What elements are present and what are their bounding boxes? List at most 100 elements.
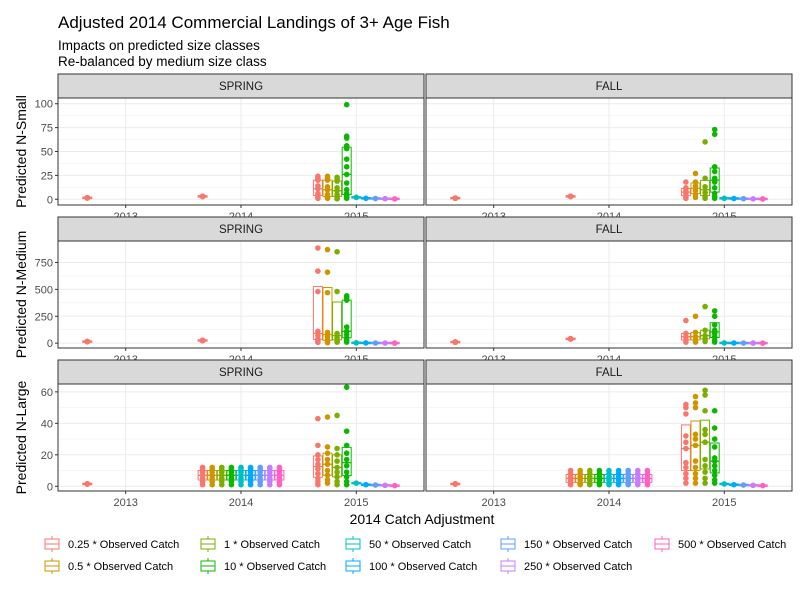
legend-label: 50 * Observed Catch [369,539,471,551]
data-point [750,482,756,489]
data-point [692,183,699,189]
data-point [219,481,225,488]
legend-label: 0.25 * Observed Catch [68,539,179,551]
legend-label: 0.5 * Observed Catch [68,561,173,573]
facet-panel: SPRING 0 20 40 60 2013 2014 2015 [41,359,425,509]
data-point [343,135,350,141]
y-tick-label: 60 [41,387,53,399]
data-point [324,480,331,486]
data-point [334,464,340,471]
y-tick-label: 500 [35,284,53,296]
y-axis-label: Predicted N-Medium [13,231,29,359]
data-point [596,481,603,488]
data-point [692,400,699,406]
data-point [711,322,718,328]
facet-strip-label: SPRING [219,81,263,93]
data-point [343,474,350,480]
data-point [343,163,350,170]
data-point [692,431,699,438]
data-point [315,288,321,295]
legend-title: 2014 Catch Adjustment [350,511,495,527]
data-point [711,185,718,191]
data-point [452,195,459,201]
facet-grid: Predicted N-Small SPRING 0 25 50 75 100 2013 201… [13,73,793,509]
y-tick-label: 40 [41,418,53,430]
panel-border [425,383,793,492]
data-point [324,195,331,202]
legend-item: 50 * Observed Catch [345,536,471,552]
data-point [343,156,350,162]
data-point [343,456,350,463]
legend-item: 1 * Observed Catch [200,536,320,552]
data-point [257,481,264,488]
x-tick-label: 2014 [597,497,621,509]
data-point [199,337,206,344]
data-point [740,482,747,488]
legend-label: 250 * Observed Catch [524,561,632,573]
data-point [683,445,689,452]
data-point [683,480,689,486]
data-point [759,482,766,489]
data-point [372,340,379,346]
data-point [587,481,593,488]
data-point [315,442,321,449]
data-point [343,469,350,475]
data-point [692,480,699,486]
data-point [324,467,331,474]
data-point [731,481,737,488]
data-point [315,328,321,335]
data-point [334,452,340,458]
data-point [353,194,360,201]
x-tick-label: 2013 [481,497,505,509]
data-point [372,195,379,202]
data-point [711,463,718,469]
y-tick-label: 0 [47,481,53,493]
legend-label: 10 * Observed Catch [224,561,326,573]
y-axis-label: Predicted N-Large [13,380,29,494]
data-point [692,313,699,320]
data-point [276,481,283,488]
y-axis-label: Predicted N-Small [13,95,29,208]
data-point [711,436,718,442]
data-point [84,195,91,201]
data-point [363,340,369,346]
facet-strip [57,73,425,99]
data-point [334,330,340,337]
data-point [711,444,718,450]
legend-label: 150 * Observed Catch [524,539,632,551]
data-point [334,178,340,184]
y-tick-label: 0 [47,338,53,350]
data-point [334,445,340,452]
data-point [343,145,350,152]
data-point [343,101,350,108]
data-point [324,177,331,183]
data-point [683,433,689,439]
y-tick-label: 750 [35,258,53,270]
data-point [324,414,331,420]
data-point [692,404,699,411]
data-point [702,426,708,433]
data-point [683,404,689,411]
data-point [228,481,235,488]
data-point [324,472,331,479]
data-point [692,393,699,400]
data-point [683,339,689,345]
data-point [615,481,622,488]
data-point [238,481,244,488]
data-point [702,175,708,182]
facet-strip [425,73,793,99]
data-point [711,480,718,486]
legend-item: 0.25 * Observed Catch [44,536,179,552]
data-point [343,195,350,202]
data-point [315,245,321,251]
panel-border [425,97,793,206]
data-point [702,431,708,438]
data-point [711,339,718,345]
data-point [683,470,689,477]
facet-strip [57,359,425,385]
data-point [711,467,718,474]
data-point [692,329,699,336]
legend-item: 100 * Observed Catch [345,558,477,574]
